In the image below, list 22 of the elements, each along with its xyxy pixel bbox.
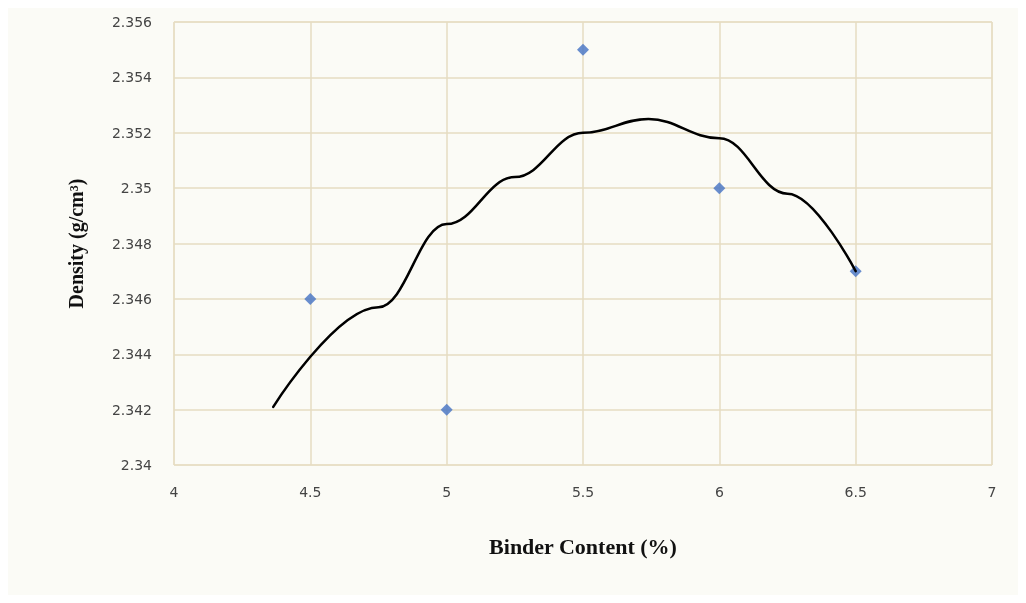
x-axis-title: Binder Content (%) [489,533,677,559]
x-tick-label: 6.5 [844,484,867,500]
y-tick-label: 2.34 [120,457,153,473]
x-tick-label: 4 [169,484,179,500]
y-tick-label: 2.354 [111,69,153,86]
x-tick-label: 5.5 [571,484,595,500]
y-tick-label: 2.342 [111,401,152,418]
x-tick-label: 4.5 [299,484,322,500]
y-tick-label: 2.352 [111,124,152,141]
point [713,182,726,195]
x-tick-label: 5 [442,484,452,500]
y-tick-label: 2.35 [120,180,152,197]
x-tick-label: 7 [987,484,997,500]
y-tick-label: 2.348 [111,235,152,252]
point [304,292,317,305]
y-tick-label: 2.344 [111,346,153,363]
y-tick-label: 2.356 [111,14,153,30]
x-tick-label: 6 [714,484,724,500]
y-axis-title: Density (g/cm³) [65,178,88,309]
point [440,403,453,416]
y-tick-label: 2.346 [111,290,153,307]
point [577,43,589,56]
